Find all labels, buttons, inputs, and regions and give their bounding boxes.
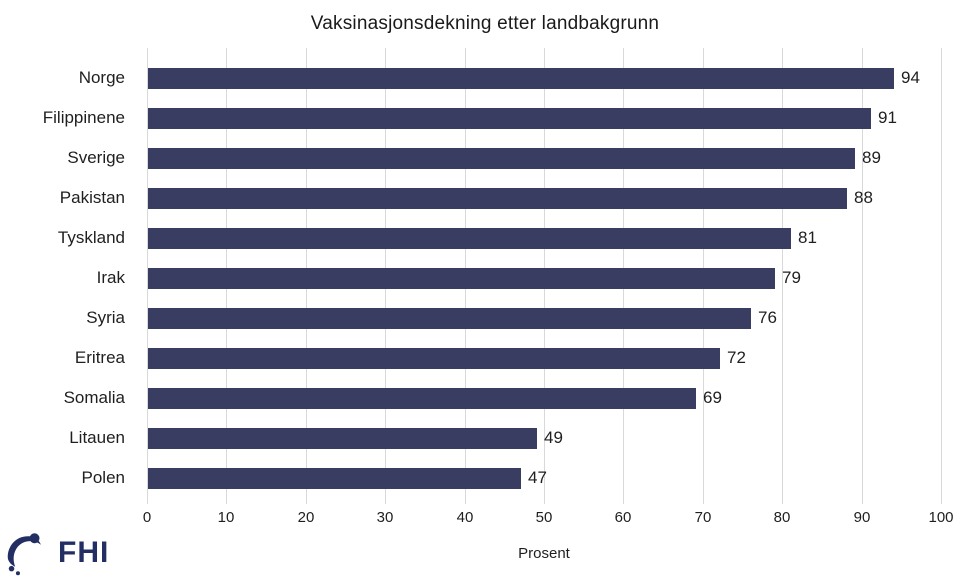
category-label: Pakistan (59, 188, 125, 207)
x-tick-label: 50 (535, 509, 553, 526)
bar (148, 268, 775, 289)
x-tick-label: 90 (853, 509, 871, 526)
value-label: 72 (727, 348, 746, 367)
category-axis: Norge Filippinene Sverige Pakistan Tyskland I… (0, 48, 125, 498)
bar (148, 228, 791, 249)
value-label: 88 (854, 188, 873, 207)
axis-tickmark (941, 498, 942, 504)
category-label: Irak (96, 268, 125, 287)
value-label: 89 (862, 148, 881, 167)
gridline (941, 48, 942, 498)
bar (148, 308, 751, 329)
axis-tickmark (862, 498, 863, 504)
axis-tickmark (226, 498, 227, 504)
bar (148, 108, 871, 129)
bar (148, 388, 696, 409)
bar (148, 188, 847, 209)
category-label: Sverige (67, 148, 125, 167)
x-tick-label: 30 (376, 509, 394, 526)
x-tick-label: 60 (614, 509, 632, 526)
plot-area: 94 91 89 88 81 79 76 72 69 49 47 (147, 48, 942, 504)
axis-tickmark (782, 498, 783, 504)
x-tick-label: 0 (142, 509, 152, 526)
category-label: Somalia (63, 388, 125, 407)
chart-title: Vaksinasjonsdekning etter landbakgrunn (310, 13, 660, 34)
axis-tickmark (306, 498, 307, 504)
gridline (782, 48, 783, 498)
x-tick-label: 70 (694, 509, 712, 526)
bar (148, 348, 720, 369)
axis-tickmark (465, 498, 466, 504)
bar (148, 148, 855, 169)
gridline (147, 48, 148, 498)
value-label: 94 (901, 68, 920, 87)
x-axis-title: Prosent (518, 545, 570, 562)
axis-tickmark (623, 498, 624, 504)
value-label: 81 (798, 228, 817, 247)
x-tick-label: 40 (456, 509, 474, 526)
bar (148, 68, 894, 89)
x-axis-ticks: 0 10 20 30 40 50 60 70 80 90 100 (143, 509, 954, 529)
category-label: Syria (86, 308, 125, 327)
x-tick-label: 80 (773, 509, 791, 526)
category-label: Eritrea (74, 348, 125, 367)
fhi-logo: FHI (6, 528, 109, 578)
value-label: 47 (528, 468, 547, 487)
fhi-logo-text: FHI (58, 536, 110, 569)
bar (148, 428, 537, 449)
category-label: Litauen (69, 428, 125, 447)
category-label: Filippinene (42, 108, 125, 127)
fhi-logo-mark (7, 533, 41, 576)
value-label: 91 (878, 108, 897, 127)
gridline (862, 48, 863, 498)
category-label: Polen (81, 468, 125, 487)
axis-tickmark (703, 498, 704, 504)
category-label: Tyskland (57, 228, 125, 247)
category-label: Norge (78, 68, 125, 87)
value-label: 79 (782, 268, 801, 287)
value-label: 49 (544, 428, 563, 447)
x-tick-label: 20 (297, 509, 315, 526)
x-tick-label: 10 (217, 509, 235, 526)
value-label: 69 (703, 388, 722, 407)
axis-tickmark (385, 498, 386, 504)
axis-tickmark (147, 498, 148, 504)
x-tick-label: 100 (928, 509, 954, 526)
value-label: 76 (758, 308, 777, 327)
axis-tickmark (544, 498, 545, 504)
bar (148, 468, 521, 489)
